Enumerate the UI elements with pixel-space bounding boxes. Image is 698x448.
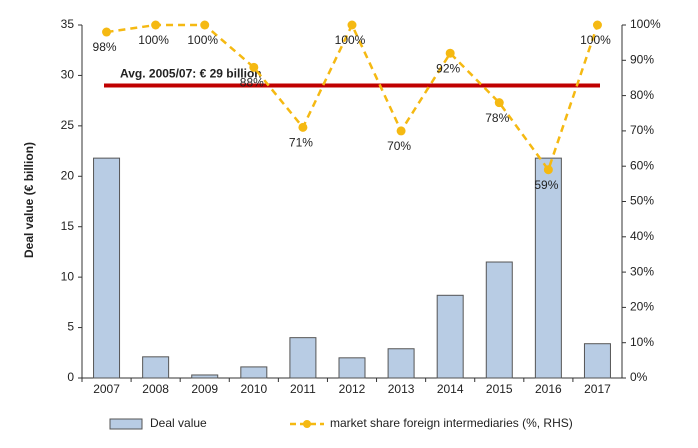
y2-tick-label: 80%: [630, 88, 654, 102]
x-tick-label: 2014: [437, 382, 464, 396]
data-label: 92%: [436, 61, 460, 75]
line-point: [543, 165, 553, 175]
bar: [534, 157, 562, 379]
line-point: [592, 20, 602, 30]
data-label: 70%: [387, 139, 411, 153]
y2-tick-label: 0%: [630, 370, 648, 384]
y2-tick-label: 10%: [630, 335, 654, 349]
x-tick-label: 2010: [240, 382, 267, 396]
x-tick-label: 2015: [486, 382, 513, 396]
y2-tick-label: 50%: [630, 194, 654, 208]
legend-label: market share foreign intermediaries (%, …: [330, 416, 573, 430]
line-point: [249, 62, 259, 72]
y2-tick-label: 90%: [630, 52, 654, 66]
line-point: [102, 27, 112, 37]
data-label: 100%: [335, 33, 366, 47]
x-tick-label: 2017: [584, 382, 611, 396]
reference-label: Avg. 2005/07: € 29 billion: [120, 67, 262, 81]
data-label: 88%: [240, 76, 264, 90]
bar: [93, 157, 121, 379]
line-point: [151, 20, 161, 30]
data-label: 71%: [289, 136, 313, 150]
data-label: 78%: [485, 111, 509, 125]
bar: [289, 337, 317, 379]
data-label: 100%: [138, 33, 169, 47]
y2-tick-label: 60%: [630, 158, 654, 172]
y-tick-label: 5: [67, 320, 74, 334]
y-tick-label: 35: [61, 17, 75, 31]
data-label: 100%: [580, 33, 611, 47]
y-tick-label: 10: [61, 269, 75, 283]
bar: [485, 261, 513, 379]
data-label: 98%: [93, 40, 117, 54]
y2-tick-label: 40%: [630, 229, 654, 243]
x-tick-label: 2011: [290, 382, 316, 396]
legend-swatch: [109, 418, 143, 430]
bar: [436, 294, 464, 379]
legend-marker: [303, 420, 311, 428]
data-label: 59%: [534, 178, 558, 192]
x-tick-label: 2009: [191, 382, 218, 396]
bar: [338, 357, 366, 379]
data-label: 100%: [187, 33, 218, 47]
y-axis-title: Deal value (€ billion): [22, 142, 36, 258]
y-tick-label: 20: [61, 168, 75, 182]
x-tick-label: 2012: [339, 382, 366, 396]
y2-tick-label: 70%: [630, 123, 654, 137]
bar: [240, 366, 268, 379]
bar: [583, 343, 611, 379]
line-point: [200, 20, 210, 30]
bar: [387, 348, 415, 379]
line-point: [347, 20, 357, 30]
line-point: [494, 98, 504, 108]
bar: [191, 374, 219, 379]
y-tick-label: 25: [61, 118, 75, 132]
x-tick-label: 2008: [142, 382, 169, 396]
y-tick-label: 30: [61, 68, 75, 82]
y2-tick-label: 100%: [630, 17, 661, 31]
line-point: [396, 126, 406, 136]
y2-tick-label: 30%: [630, 264, 654, 278]
x-tick-label: 2013: [388, 382, 415, 396]
legend-label: Deal value: [150, 416, 207, 430]
x-tick-label: 2016: [535, 382, 562, 396]
x-tick-label: 2007: [93, 382, 120, 396]
y-tick-label: 15: [61, 219, 75, 233]
bar: [142, 356, 170, 379]
line-point: [445, 48, 455, 58]
y-tick-label: 0: [67, 370, 74, 384]
y2-tick-label: 20%: [630, 300, 654, 314]
line-point: [298, 122, 308, 132]
